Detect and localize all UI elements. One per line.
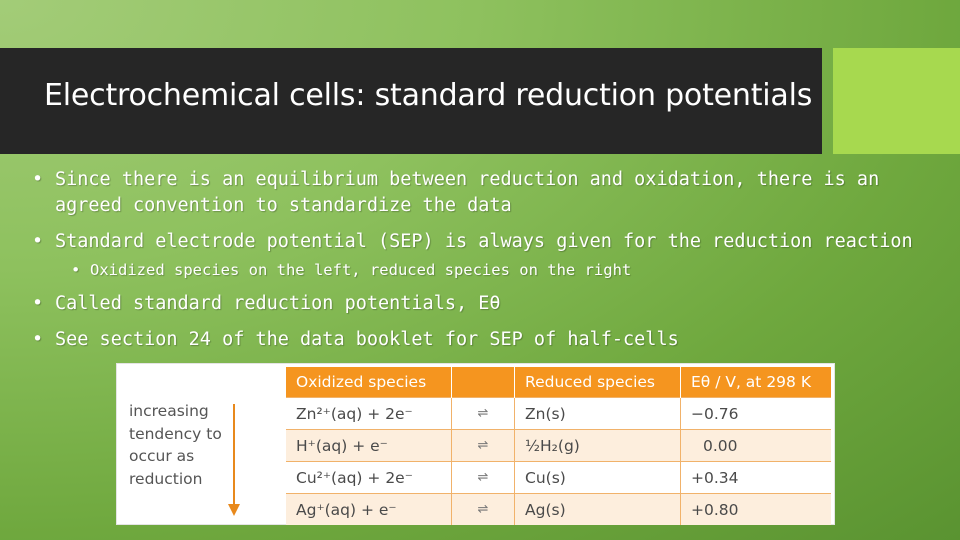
equilibrium-arrow-icon: ⇌ — [451, 461, 515, 494]
cell-potential: 0.00 — [680, 429, 831, 462]
cell-potential: +0.80 — [680, 493, 831, 525]
reduction-potential-table-image: increasing tendency to occur as reductio… — [116, 363, 835, 525]
sub-bullet-text: Oxidized species on the left, reduced sp… — [90, 261, 632, 279]
bullet-text: Standard electrode potential (SEP) is al… — [55, 231, 913, 252]
cell-reduced: Zn(s) — [514, 397, 681, 430]
header-blank — [451, 367, 515, 398]
cell-reduced: Ag(s) — [514, 493, 681, 525]
arrow-head-icon — [228, 504, 240, 516]
equilibrium-arrow-icon: ⇌ — [451, 493, 515, 525]
slide-title: Electrochemical cells: standard reductio… — [44, 78, 813, 113]
bullet-marker: • — [32, 329, 44, 350]
cell-reduced: Cu(s) — [514, 461, 681, 494]
bullet-marker: • — [32, 293, 44, 314]
cell-oxidized: Zn²⁺(aq) + 2e⁻ — [286, 397, 452, 430]
bullet-marker: • — [32, 231, 44, 252]
cell-potential: −0.76 — [680, 397, 831, 430]
accent-block — [833, 48, 960, 154]
header-reduced: Reduced species — [514, 367, 681, 398]
table-row: Ag⁺(aq) + e⁻ ⇌ Ag(s) +0.80 — [286, 493, 831, 525]
potential-table: Oxidized species Reduced species Eθ / V,… — [286, 367, 831, 525]
cell-reduced: ½H₂(g) — [514, 429, 681, 462]
bullet-text-continued: agreed convention to standardize the dat… — [55, 195, 512, 216]
bullet-text: See section 24 of the data booklet for S… — [55, 329, 679, 350]
header-potential: Eθ / V, at 298 K — [680, 367, 831, 398]
bullet-text: Since there is an equilibrium between re… — [55, 169, 880, 190]
equilibrium-arrow-icon: ⇌ — [451, 429, 515, 462]
increasing-tendency-label: increasing tendency to occur as reductio… — [129, 402, 222, 488]
sub-bullet-marker: • — [71, 261, 81, 279]
table-row: Zn²⁺(aq) + 2e⁻ ⇌ Zn(s) −0.76 — [286, 397, 831, 430]
bullet-text: Called standard reduction potentials, Eθ — [55, 293, 501, 314]
cell-oxidized: Ag⁺(aq) + e⁻ — [286, 493, 452, 525]
table-header-row: Oxidized species Reduced species Eθ / V,… — [286, 367, 831, 398]
table-row: Cu²⁺(aq) + 2e⁻ ⇌ Cu(s) +0.34 — [286, 461, 831, 494]
equilibrium-arrow-icon: ⇌ — [451, 397, 515, 430]
header-oxidized: Oxidized species — [286, 367, 452, 398]
down-arrow-icon — [233, 404, 235, 508]
cell-oxidized: H⁺(aq) + e⁻ — [286, 429, 452, 462]
bullet-marker: • — [32, 169, 44, 190]
table-row: H⁺(aq) + e⁻ ⇌ ½H₂(g) 0.00 — [286, 429, 831, 462]
cell-oxidized: Cu²⁺(aq) + 2e⁻ — [286, 461, 452, 494]
cell-potential: +0.34 — [680, 461, 831, 494]
title-bar — [0, 48, 822, 154]
